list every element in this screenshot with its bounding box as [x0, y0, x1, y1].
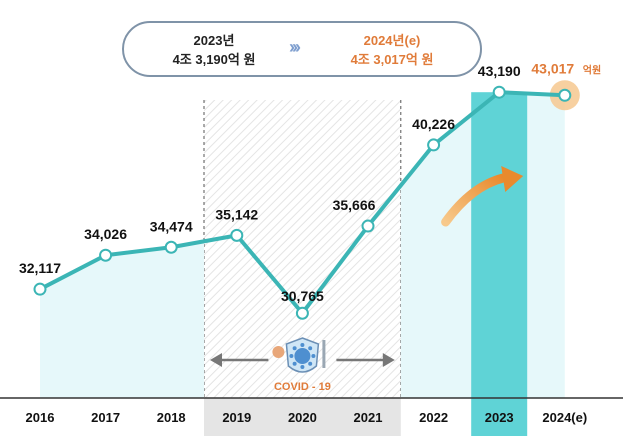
data-label-2022: 40,226 [412, 116, 455, 132]
data-label-2023: 43,190 [478, 63, 521, 79]
virus-spike [289, 354, 294, 358]
data-point-2018 [164, 240, 178, 254]
x-tick-label-2018: 2018 [157, 410, 186, 425]
virus-spike [300, 365, 305, 369]
x-tick-label-2021: 2021 [354, 410, 383, 425]
summary-2024-year: 2024년(e) [363, 33, 421, 48]
data-label-2024(e): 43,017 [531, 60, 574, 76]
double-chevron-right-icon: ››› [289, 37, 301, 57]
virus-spike [300, 343, 305, 347]
data-point-2022 [427, 138, 441, 152]
axis-covid-band [204, 398, 401, 436]
data-label-2020: 30,765 [281, 288, 324, 304]
virus-icon [294, 348, 311, 364]
data-point-2017 [99, 248, 113, 262]
highlight-bar-2023 [471, 92, 528, 398]
x-tick-label-2017: 2017 [91, 410, 120, 425]
data-label-2019: 35,142 [215, 206, 258, 222]
summary-2023-value: 4조 3,190억 원 [172, 52, 256, 67]
x-tick-label-2016: 2016 [26, 410, 55, 425]
covid-label: COVID - 19 [274, 381, 331, 393]
x-tick-label-2022: 2022 [419, 410, 448, 425]
summary-2023-year: 2023년 [193, 33, 235, 48]
growth-arrow-icon [441, 173, 508, 227]
data-point-2016 [33, 282, 47, 296]
person-left-icon [272, 346, 285, 358]
data-point-2023 [492, 85, 506, 99]
data-point-2024(e) [558, 88, 572, 102]
summary-2023: 2023년 4조 3,190억 원 [144, 31, 284, 69]
virus-shield-icon [272, 337, 326, 373]
virus-spike [292, 346, 297, 351]
x-tick-label-2024(e): 2024(e) [542, 410, 587, 425]
data-label-2016: 32,117 [19, 260, 61, 276]
summary-2024-value: 4조 3,017억 원 [350, 52, 434, 67]
x-tick-label-2023: 2023 [485, 410, 514, 425]
summary-2024: 2024년(e) 4조 3,017억 원 [322, 31, 462, 69]
x-tick-label-2020: 2020 [288, 410, 317, 425]
data-point-2019 [230, 228, 244, 242]
sword-icon [322, 340, 326, 368]
virus-spike [292, 361, 297, 366]
summary-box: 2023년 4조 3,190억 원 ››› 2024년(e) 4조 3,017억… [122, 21, 482, 77]
area-fill-pre-covid [40, 241, 204, 398]
axis-highlight-2023 [471, 398, 528, 436]
virus-spike [308, 361, 313, 366]
unit-label: 억원 [583, 63, 601, 76]
virus-spike [308, 346, 313, 351]
arrow-left-icon [210, 353, 222, 367]
data-label-2018: 34,474 [150, 218, 193, 234]
growth-arrow-head-icon [501, 166, 524, 192]
arrow-right-icon [382, 353, 395, 367]
x-tick-label-2019: 2019 [222, 410, 251, 425]
data-label-2017: 34,026 [84, 226, 127, 242]
data-point-2020 [295, 306, 309, 320]
data-point-2021 [361, 219, 375, 233]
data-label-2021: 35,666 [333, 197, 376, 213]
virus-spike [311, 354, 316, 358]
